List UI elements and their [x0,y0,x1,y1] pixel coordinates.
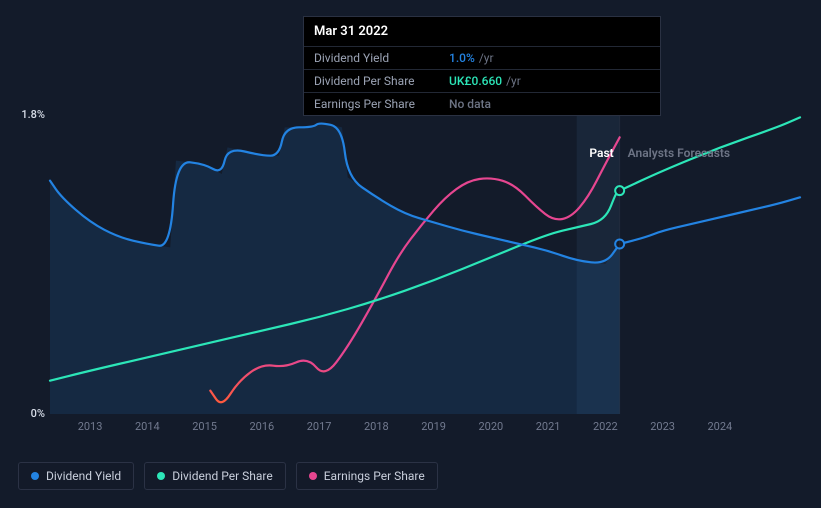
legend-dividend-per-share[interactable]: Dividend Per Share [144,462,286,490]
x-tick: 2013 [78,420,103,433]
legend-dividend-yield[interactable]: Dividend Yield [18,462,134,490]
tooltip-label: Earnings Per Share [314,97,449,111]
forecast-label: Analysts Forecasts [628,146,730,160]
x-tick: 2024 [707,420,732,433]
x-tick: 2019 [421,420,446,433]
legend-dot [157,472,165,480]
x-tick: 2017 [307,420,332,433]
past-label: Past [589,146,613,160]
legend-dot [309,472,317,480]
tooltip-suffix: /yr [479,51,494,65]
x-tick: 2018 [364,420,389,433]
tooltip-suffix: /yr [506,74,521,88]
tooltip-date: Mar 31 2022 [304,17,660,46]
x-tick: 2020 [478,420,503,433]
x-tick: 2015 [192,420,217,433]
tooltip-value: No data [449,97,491,111]
chart-legend: Dividend Yield Dividend Per Share Earnin… [18,462,438,490]
x-tick: 2021 [536,420,561,433]
legend-label: Dividend Per Share [172,469,273,483]
y-axis-min: 0% [10,407,45,420]
x-tick: 2014 [135,420,160,433]
chart-tooltip: Mar 31 2022 Dividend Yield 1.0% /yr Divi… [303,16,661,116]
tooltip-label: Dividend Per Share [314,74,449,88]
tooltip-row: Dividend Yield 1.0% /yr [304,46,660,69]
x-tick: 2023 [650,420,675,433]
x-tick: 2022 [593,420,618,433]
dividend-chart: 1.8% 0% Past Analysts Forecasts 2013 2014… [10,100,810,450]
tooltip-label: Dividend Yield [314,51,449,65]
legend-earnings-per-share[interactable]: Earnings Per Share [296,462,438,490]
tooltip-value: 1.0% [449,51,475,65]
x-tick: 2016 [249,420,274,433]
legend-dot [31,472,39,480]
x-axis: 2013 2014 2015 2016 2017 2018 2019 2020 2021 2022… [50,420,800,438]
y-axis-max: 1.8% [10,108,45,121]
plot-area[interactable]: Past Analysts Forecasts [50,114,800,414]
tooltip-value: UK£0.660 [449,74,502,88]
legend-label: Earnings Per Share [324,469,425,483]
tooltip-row: Dividend Per Share UK£0.660 /yr [304,69,660,92]
legend-label: Dividend Yield [46,469,121,483]
tooltip-row: Earnings Per Share No data [304,92,660,115]
